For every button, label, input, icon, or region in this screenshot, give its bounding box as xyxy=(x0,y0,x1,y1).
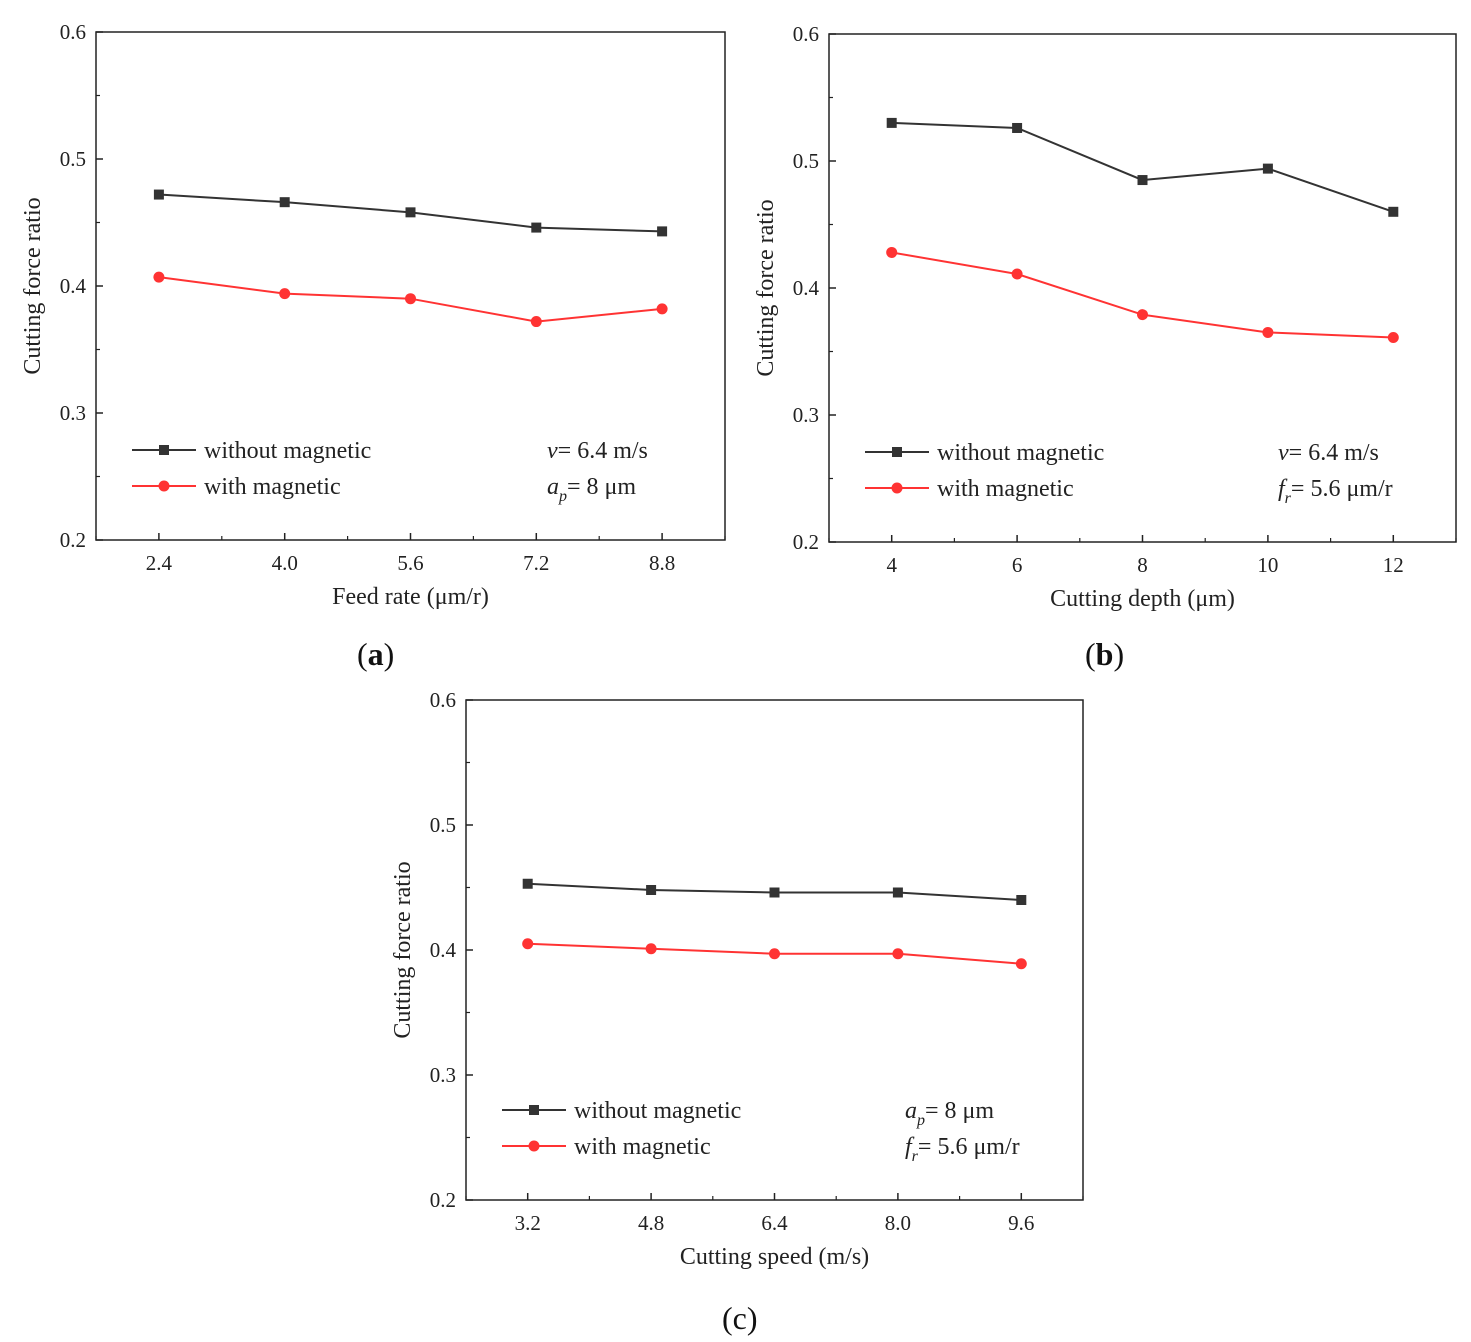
legend-label-with-magnetic: with magnetic xyxy=(204,474,341,500)
data-point-with-magnetic xyxy=(1387,332,1399,344)
data-point-with-magnetic xyxy=(656,303,668,315)
y-tick-label: 0.3 xyxy=(430,1063,456,1087)
y-tick-label: 0.2 xyxy=(793,530,819,554)
condition-label: ap= 8 μm xyxy=(547,474,636,505)
x-tick-label: 9.6 xyxy=(1008,1211,1034,1235)
panel-label-a: (a) xyxy=(357,636,395,672)
y-tick-label: 0.4 xyxy=(430,938,457,962)
y-axis-title: Cutting force ratio xyxy=(753,199,779,376)
legend-marker-with-magnetic xyxy=(528,1140,540,1152)
legend-label-with-magnetic: with magnetic xyxy=(574,1134,711,1160)
data-point-without-magnetic xyxy=(657,226,668,237)
data-point-without-magnetic xyxy=(279,197,290,208)
x-axis-title: Feed rate (μm/r) xyxy=(332,584,489,610)
data-point-without-magnetic xyxy=(1388,206,1399,217)
x-tick-label: 8.8 xyxy=(649,551,675,575)
x-tick-label: 8.0 xyxy=(885,1211,911,1235)
x-tick-label: 6.4 xyxy=(761,1211,788,1235)
data-point-with-magnetic xyxy=(1015,958,1027,970)
data-point-without-magnetic xyxy=(1137,175,1148,186)
data-point-without-magnetic xyxy=(769,887,780,898)
x-tick-label: 5.6 xyxy=(397,551,423,575)
x-tick-label: 8 xyxy=(1137,553,1148,577)
condition-label: fr= 5.6 μm/r xyxy=(905,1134,1020,1165)
data-point-without-magnetic xyxy=(1262,163,1273,174)
data-point-with-magnetic xyxy=(645,943,657,955)
legend-marker-without-magnetic xyxy=(159,445,169,455)
legend-marker-without-magnetic xyxy=(892,447,902,457)
x-tick-label: 4.8 xyxy=(638,1211,664,1235)
data-point-with-magnetic xyxy=(405,293,416,305)
chart-a: 0.2 0.3 0.4 0.5 0.6 2.4 4.0 5.6 7.2 8.8 Feed rate … xyxy=(20,20,726,610)
x-tick-label: 2.4 xyxy=(146,551,173,575)
x-tick-label: 6 xyxy=(1012,553,1023,577)
data-point-with-magnetic xyxy=(886,246,898,258)
condition-label: ap= 8 μm xyxy=(905,1098,994,1129)
data-point-with-magnetic xyxy=(1262,326,1274,338)
legend-label-without-magnetic: without magnetic xyxy=(204,438,371,464)
data-point-without-magnetic xyxy=(892,887,903,898)
data-point-with-magnetic xyxy=(1137,309,1148,321)
data-point-without-magnetic xyxy=(153,189,164,200)
data-point-without-magnetic xyxy=(531,222,542,233)
legend-label-with-magnetic: with magnetic xyxy=(937,476,1074,502)
y-tick-label: 0.3 xyxy=(60,401,86,425)
data-point-without-magnetic xyxy=(405,207,416,218)
x-tick-label: 4 xyxy=(886,553,897,577)
legend-marker-without-magnetic xyxy=(529,1105,539,1115)
y-tick-label: 0.6 xyxy=(430,688,456,712)
legend-label-without-magnetic: without magnetic xyxy=(937,440,1104,466)
series-line-without-magnetic xyxy=(891,121,1394,213)
y-tick-label: 0.5 xyxy=(430,813,456,837)
panel-label-c: (c) xyxy=(722,1300,758,1336)
data-point-without-magnetic xyxy=(886,117,897,128)
data-point-without-magnetic xyxy=(522,878,533,889)
y-tick-label: 0.2 xyxy=(60,528,86,552)
data-point-without-magnetic xyxy=(1012,122,1023,133)
y-tick-label: 0.6 xyxy=(60,20,86,44)
data-point-with-magnetic xyxy=(1011,268,1023,280)
x-tick-label: 12 xyxy=(1383,553,1404,577)
y-tick-label: 0.6 xyxy=(793,22,819,46)
data-point-with-magnetic xyxy=(530,316,542,328)
y-tick-label: 0.5 xyxy=(60,147,86,171)
y-tick-label: 0.4 xyxy=(60,274,87,298)
legend-marker-with-magnetic xyxy=(891,482,903,494)
y-tick-label: 0.4 xyxy=(793,276,820,300)
data-point-with-magnetic xyxy=(769,948,780,960)
x-tick-label: 4.0 xyxy=(272,551,298,575)
chart-b: 0.2 0.3 0.4 0.5 0.6 4 6 8 10 12 Cutting depth (μm)… xyxy=(753,22,1457,612)
x-tick-label: 3.2 xyxy=(515,1211,541,1235)
chart-c: 0.2 0.3 0.4 0.5 0.6 3.2 4.8 6.4 8.0 9.6 Cutting sp… xyxy=(390,688,1084,1270)
data-point-with-magnetic xyxy=(522,938,534,950)
condition-label: fr= 5.6 μm/r xyxy=(1278,476,1393,507)
y-tick-label: 0.2 xyxy=(430,1188,456,1212)
legend-marker-with-magnetic xyxy=(158,480,170,492)
data-point-without-magnetic xyxy=(646,885,657,895)
data-point-with-magnetic xyxy=(892,948,904,960)
x-tick-label: 7.2 xyxy=(523,551,549,575)
legend-label-without-magnetic: without magnetic xyxy=(574,1098,741,1124)
y-tick-label: 0.3 xyxy=(793,403,819,427)
x-axis-title: Cutting depth (μm) xyxy=(1050,586,1235,612)
condition-label: v= 6.4 m/s xyxy=(547,438,648,464)
y-axis-title: Cutting force ratio xyxy=(390,861,416,1038)
y-tick-label: 0.5 xyxy=(793,149,819,173)
condition-label: v= 6.4 m/s xyxy=(1278,440,1379,466)
y-axis-title: Cutting force ratio xyxy=(20,197,46,374)
data-point-with-magnetic xyxy=(279,288,291,300)
x-axis-title: Cutting speed (m/s) xyxy=(680,1244,869,1270)
series-line-with-magnetic xyxy=(891,251,1394,339)
panel-label-b: (b) xyxy=(1085,636,1125,672)
data-point-without-magnetic xyxy=(1016,895,1027,905)
x-tick-label: 10 xyxy=(1257,553,1278,577)
data-point-with-magnetic xyxy=(153,271,165,283)
